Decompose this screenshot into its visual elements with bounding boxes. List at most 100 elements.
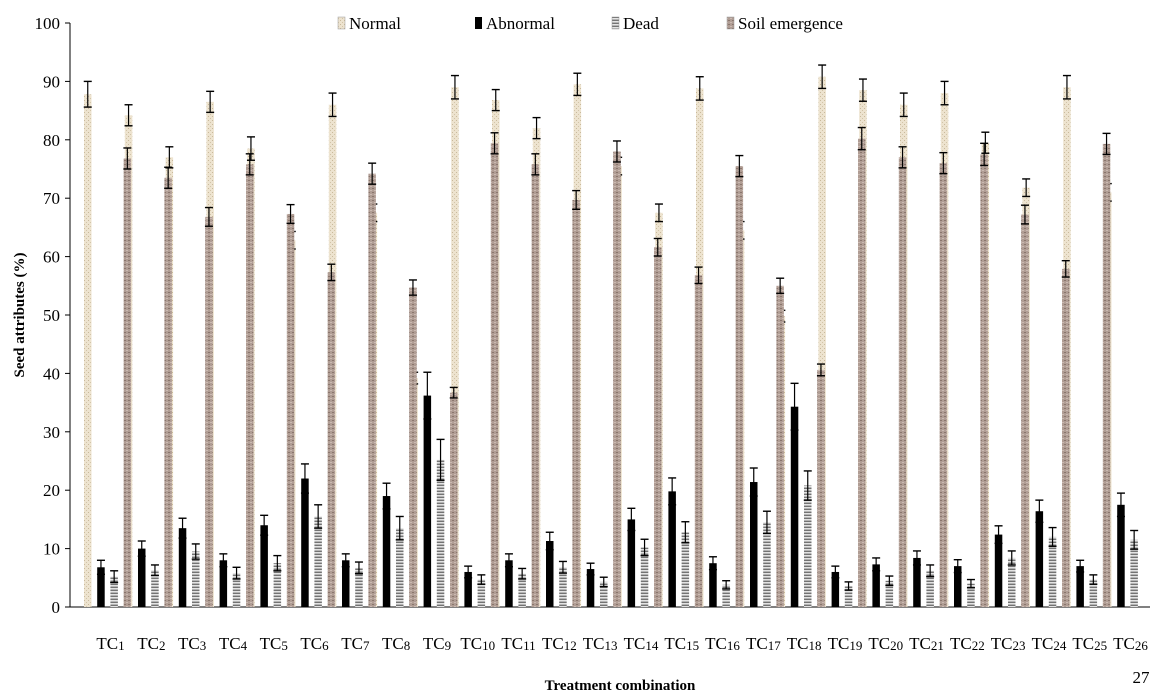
bar-normal: [451, 87, 459, 608]
bar-soil-emergence: [654, 247, 662, 608]
bar-dead: [640, 547, 649, 607]
bar-soil-emergence: [858, 138, 866, 607]
bars-layer: [83, 64, 1139, 608]
bar-soil-emergence: [898, 157, 907, 607]
bar-abnormal: [586, 569, 595, 607]
bar-dead: [722, 584, 730, 607]
y-tick-label: 100: [35, 14, 61, 33]
bar-soil-emergence: [164, 177, 172, 607]
x-tick-label: TC2: [137, 634, 165, 653]
bar-soil-emergence: [572, 199, 580, 607]
bar-dead: [355, 567, 363, 607]
bar-abnormal: [219, 560, 228, 607]
legend-swatch: [475, 17, 482, 29]
bar-dead: [232, 573, 241, 607]
legend-swatch: [726, 16, 735, 30]
y-axis: 0 10 20 30 40 50 60 70 80 90 100: [35, 14, 71, 617]
bar-dead: [1048, 536, 1057, 607]
x-tick-label: TC26: [1113, 634, 1148, 653]
legend-swatch: [611, 16, 620, 30]
bar-dead: [804, 485, 812, 607]
bar-soil-emergence: [205, 216, 213, 607]
bar-abnormal: [464, 571, 472, 607]
x-axis: TC1 TC2 TC3 TC4 TC5 TC6 TC7 TC8 TC9 TC10 TC11 TC12 T…: [70, 606, 1150, 687]
legend-label: Dead: [623, 14, 659, 33]
x-tick-label: TC5: [260, 634, 288, 653]
bar-abnormal: [954, 566, 962, 607]
bar-soil-emergence: [735, 166, 744, 607]
bar-abnormal: [1117, 504, 1125, 607]
y-tick-label: 60: [43, 248, 60, 267]
bar-dead: [436, 459, 445, 607]
x-tick-label: TC22: [950, 634, 985, 653]
bar-dead: [926, 570, 934, 607]
x-tick-label: TC15: [664, 634, 699, 653]
bar-normal: [818, 76, 826, 607]
bar-soil-emergence: [694, 275, 703, 607]
bar-dead: [600, 581, 608, 607]
bar-dead: [1089, 579, 1098, 607]
y-tick-label: 90: [43, 72, 60, 91]
bar-dead: [314, 516, 322, 607]
legend-label: Soil emergence: [738, 14, 843, 33]
bar-abnormal: [1076, 566, 1084, 607]
bar-dead: [192, 551, 200, 607]
y-tick-label: 20: [43, 481, 60, 500]
y-tick-label: 40: [43, 364, 60, 383]
legend-label: Abnormal: [486, 14, 555, 33]
y-axis-title: Seed attributes (%): [12, 253, 28, 378]
bar-abnormal: [831, 571, 840, 607]
x-tick-label: TC1: [96, 634, 124, 653]
bar-dead: [110, 576, 118, 607]
x-tick-label: TC6: [300, 634, 329, 653]
bar-abnormal: [872, 564, 880, 607]
bar-soil-emergence: [1102, 143, 1111, 607]
x-tick-label: TC25: [1072, 634, 1107, 653]
x-tick-label: TC11: [501, 634, 535, 653]
bar-abnormal: [138, 548, 146, 607]
y-tick-label: 70: [43, 189, 60, 208]
bar-dead: [763, 522, 771, 607]
bar-soil-emergence: [123, 158, 132, 607]
bar-abnormal: [301, 478, 309, 607]
bar-dead: [967, 583, 975, 607]
bar-soil-emergence: [450, 392, 458, 607]
bar-abnormal: [260, 525, 268, 607]
bar-dead: [844, 585, 853, 607]
x-tick-label: TC14: [624, 634, 659, 653]
bar-soil-emergence: [817, 369, 825, 607]
bar-abnormal: [505, 560, 513, 607]
bar-dead: [518, 573, 526, 607]
x-tick-label: TC23: [991, 634, 1026, 653]
bar-soil-emergence: [980, 154, 988, 607]
x-tick-label: TC9: [423, 634, 451, 653]
bar-dead: [477, 579, 486, 607]
x-tick-label: TC16: [705, 634, 740, 653]
bar-soil-emergence: [368, 173, 376, 607]
bar-soil-emergence: [490, 143, 499, 607]
bar-dead: [885, 580, 894, 607]
x-tick-label: TC24: [1032, 634, 1067, 653]
x-tick-label-overflow: 27: [1133, 668, 1150, 687]
x-tick-label: TC7: [341, 634, 370, 653]
x-tick-label: TC8: [382, 634, 410, 653]
bar-abnormal: [750, 482, 758, 607]
bar-dead: [151, 570, 159, 607]
bar-dead: [681, 532, 690, 607]
x-tick-label: TC21: [909, 634, 944, 653]
bar-abnormal: [178, 528, 187, 607]
x-tick-label: TC4: [219, 634, 248, 653]
chart-legend: Normal Abnormal Dead Soil emergence: [337, 14, 843, 33]
legend-label: Normal: [349, 14, 401, 33]
bar-abnormal: [97, 567, 105, 607]
y-tick-label: 50: [43, 306, 60, 325]
bar-soil-emergence: [327, 272, 336, 607]
bar-soil-emergence: [1021, 214, 1029, 607]
bar-soil-emergence: [776, 285, 784, 607]
x-axis-title: Treatment combination: [545, 678, 696, 692]
bar-abnormal: [668, 491, 676, 607]
bar-dead: [1130, 539, 1138, 607]
bar-soil-emergence: [286, 213, 295, 607]
